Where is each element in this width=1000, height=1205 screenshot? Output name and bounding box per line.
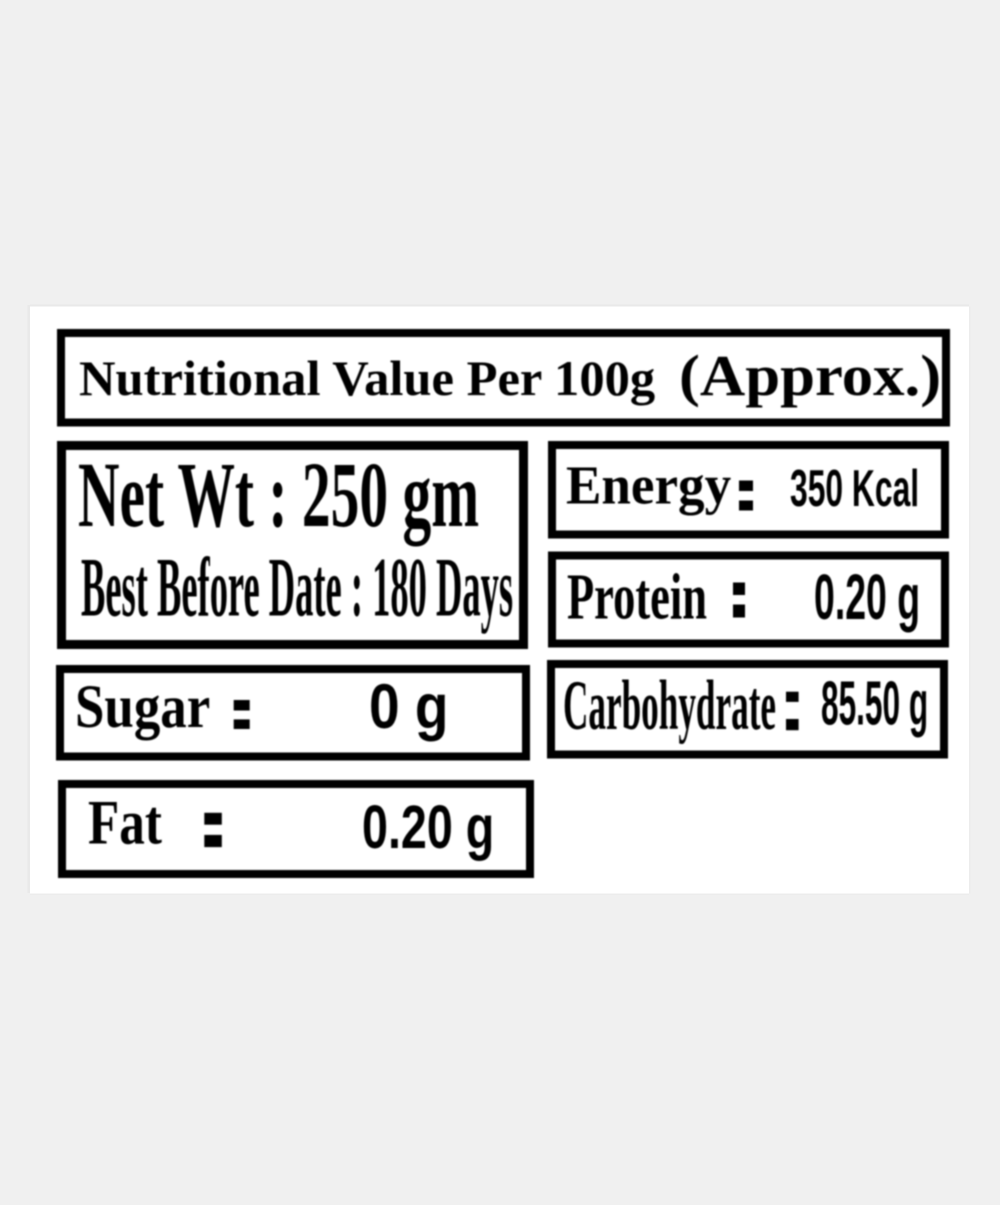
svg-text:Sugar: Sugar (75, 673, 210, 741)
svg-text:Carbohydrate: Carbohydrate (563, 667, 776, 745)
svg-text:Best Before Date : 180 Days: Best Before Date : 180 Days (81, 542, 513, 635)
svg-text:Net Wt : 250 gm: Net Wt : 250 gm (78, 444, 479, 547)
svg-text:0.20 g: 0.20 g (814, 561, 920, 633)
svg-text:Energy: Energy (566, 455, 731, 516)
svg-text:Fat: Fat (88, 787, 162, 858)
svg-text:0.20 g: 0.20 g (362, 793, 494, 862)
svg-text:Nutritional Value Per 100g: Nutritional Value Per 100g (79, 351, 655, 406)
svg-text:Protein: Protein (567, 561, 707, 634)
svg-text:85.50 g: 85.50 g (821, 670, 928, 739)
svg-text:350 Kcal: 350 Kcal (790, 460, 919, 518)
svg-text:(Approx.): (Approx.) (679, 343, 941, 408)
svg-text:0 g: 0 g (369, 672, 449, 742)
